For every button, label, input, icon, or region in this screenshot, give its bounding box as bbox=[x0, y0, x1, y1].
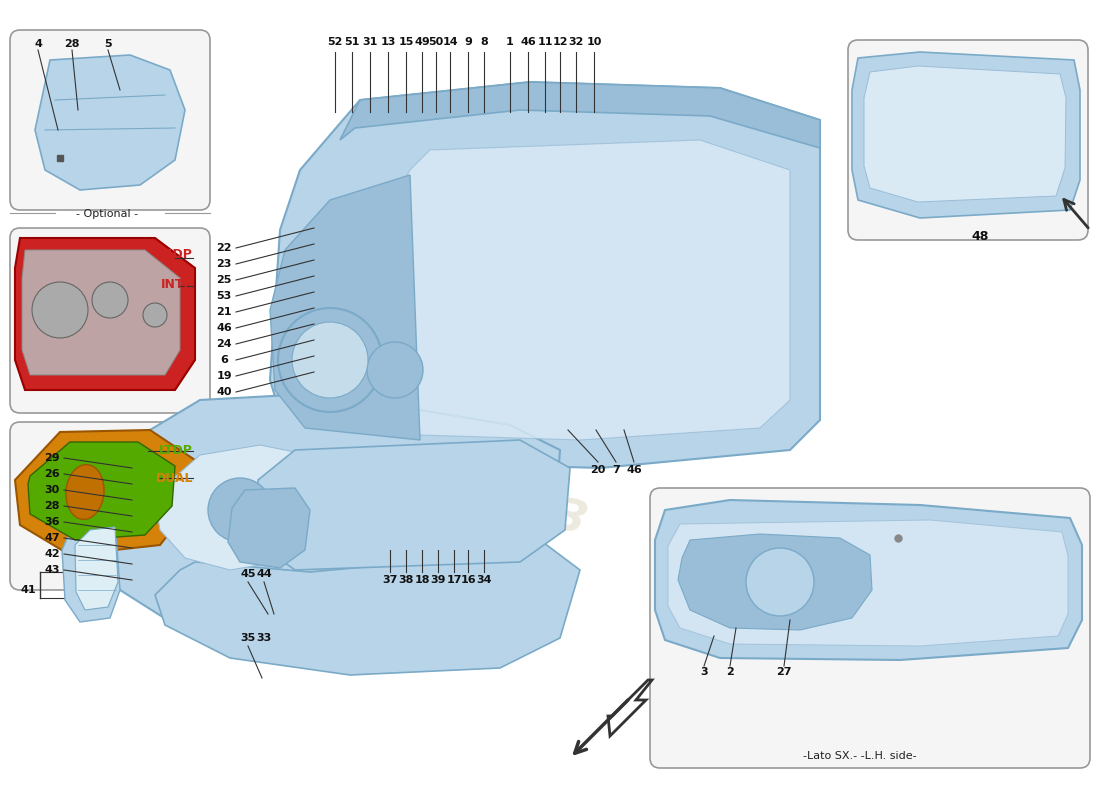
Text: 1: 1 bbox=[506, 37, 514, 47]
Polygon shape bbox=[270, 175, 420, 440]
Text: 9: 9 bbox=[464, 37, 472, 47]
Ellipse shape bbox=[66, 465, 104, 519]
Text: 26: 26 bbox=[44, 469, 59, 479]
Text: 2: 2 bbox=[726, 667, 734, 677]
Text: - Optional -: - Optional - bbox=[76, 209, 139, 219]
Text: 28: 28 bbox=[44, 501, 59, 511]
Circle shape bbox=[292, 322, 368, 398]
FancyBboxPatch shape bbox=[10, 30, 210, 210]
Polygon shape bbox=[340, 82, 820, 148]
Text: 52: 52 bbox=[328, 37, 343, 47]
Text: 17: 17 bbox=[447, 575, 462, 585]
Text: 39: 39 bbox=[430, 575, 446, 585]
Polygon shape bbox=[852, 52, 1080, 218]
Text: 6: 6 bbox=[220, 355, 228, 365]
Text: 23: 23 bbox=[217, 259, 232, 269]
Text: 21: 21 bbox=[217, 307, 232, 317]
Text: 38: 38 bbox=[398, 575, 414, 585]
Text: 15: 15 bbox=[398, 37, 414, 47]
Text: 36: 36 bbox=[44, 517, 59, 527]
Text: LEDP: LEDP bbox=[157, 249, 192, 262]
Polygon shape bbox=[35, 55, 185, 190]
Polygon shape bbox=[370, 140, 790, 440]
Text: 3: 3 bbox=[701, 667, 707, 677]
Polygon shape bbox=[15, 238, 195, 390]
Text: 46: 46 bbox=[520, 37, 536, 47]
Circle shape bbox=[367, 342, 424, 398]
Circle shape bbox=[278, 308, 382, 412]
Text: 43: 43 bbox=[44, 565, 59, 575]
Polygon shape bbox=[228, 488, 310, 568]
Text: 44: 44 bbox=[256, 569, 272, 579]
Polygon shape bbox=[62, 518, 120, 622]
Polygon shape bbox=[668, 520, 1068, 646]
Text: 42: 42 bbox=[44, 549, 59, 559]
Text: 47: 47 bbox=[44, 533, 59, 543]
Polygon shape bbox=[678, 534, 872, 630]
Circle shape bbox=[143, 303, 167, 327]
Polygon shape bbox=[864, 66, 1066, 202]
Text: 20: 20 bbox=[591, 465, 606, 475]
Text: a passion 883: a passion 883 bbox=[249, 396, 592, 544]
Text: 49: 49 bbox=[414, 37, 430, 47]
Text: 5: 5 bbox=[104, 39, 112, 49]
Text: 37: 37 bbox=[383, 575, 398, 585]
Circle shape bbox=[746, 548, 814, 616]
Text: 48: 48 bbox=[971, 230, 989, 242]
Circle shape bbox=[92, 282, 128, 318]
FancyBboxPatch shape bbox=[10, 422, 210, 590]
Text: 25: 25 bbox=[217, 275, 232, 285]
Text: 12: 12 bbox=[552, 37, 568, 47]
Text: 32: 32 bbox=[569, 37, 584, 47]
Text: 50: 50 bbox=[428, 37, 443, 47]
Text: 46: 46 bbox=[216, 323, 232, 333]
Polygon shape bbox=[258, 440, 570, 570]
Polygon shape bbox=[654, 500, 1082, 660]
Text: 31: 31 bbox=[362, 37, 377, 47]
Text: 11: 11 bbox=[537, 37, 552, 47]
Polygon shape bbox=[270, 82, 820, 468]
Text: 7: 7 bbox=[612, 465, 620, 475]
Circle shape bbox=[32, 282, 88, 338]
Text: 14: 14 bbox=[442, 37, 458, 47]
Text: 28: 28 bbox=[64, 39, 79, 49]
Polygon shape bbox=[100, 395, 560, 638]
Text: 22: 22 bbox=[217, 243, 232, 253]
Text: 46: 46 bbox=[626, 465, 642, 475]
Polygon shape bbox=[22, 250, 180, 375]
Text: 51: 51 bbox=[344, 37, 360, 47]
Text: 16: 16 bbox=[460, 575, 476, 585]
Text: 33: 33 bbox=[256, 633, 272, 643]
Text: DUAL: DUAL bbox=[155, 471, 192, 485]
Text: -Lato SX.- -L.H. side-: -Lato SX.- -L.H. side- bbox=[803, 751, 916, 761]
Circle shape bbox=[208, 478, 272, 542]
FancyBboxPatch shape bbox=[10, 228, 210, 413]
Text: INTP: INTP bbox=[161, 278, 192, 291]
Text: LTDP: LTDP bbox=[160, 443, 192, 457]
Text: 19: 19 bbox=[217, 371, 232, 381]
Polygon shape bbox=[28, 442, 175, 540]
FancyBboxPatch shape bbox=[650, 488, 1090, 768]
Polygon shape bbox=[15, 430, 195, 555]
Polygon shape bbox=[75, 527, 118, 610]
Text: 13: 13 bbox=[381, 37, 396, 47]
Text: 4: 4 bbox=[34, 39, 42, 49]
Polygon shape bbox=[155, 445, 330, 570]
Text: 35: 35 bbox=[241, 633, 255, 643]
Text: 53: 53 bbox=[217, 291, 232, 301]
Text: 40: 40 bbox=[217, 387, 232, 397]
Text: 34: 34 bbox=[476, 575, 492, 585]
Text: 45: 45 bbox=[240, 569, 255, 579]
FancyBboxPatch shape bbox=[848, 40, 1088, 240]
Text: 18: 18 bbox=[415, 575, 430, 585]
Text: 41: 41 bbox=[20, 585, 36, 595]
Text: 27: 27 bbox=[777, 667, 792, 677]
Polygon shape bbox=[155, 540, 580, 675]
Text: 29: 29 bbox=[44, 453, 59, 463]
Text: 30: 30 bbox=[44, 485, 59, 495]
Text: 8: 8 bbox=[480, 37, 488, 47]
Text: 24: 24 bbox=[217, 339, 232, 349]
Text: 10: 10 bbox=[586, 37, 602, 47]
